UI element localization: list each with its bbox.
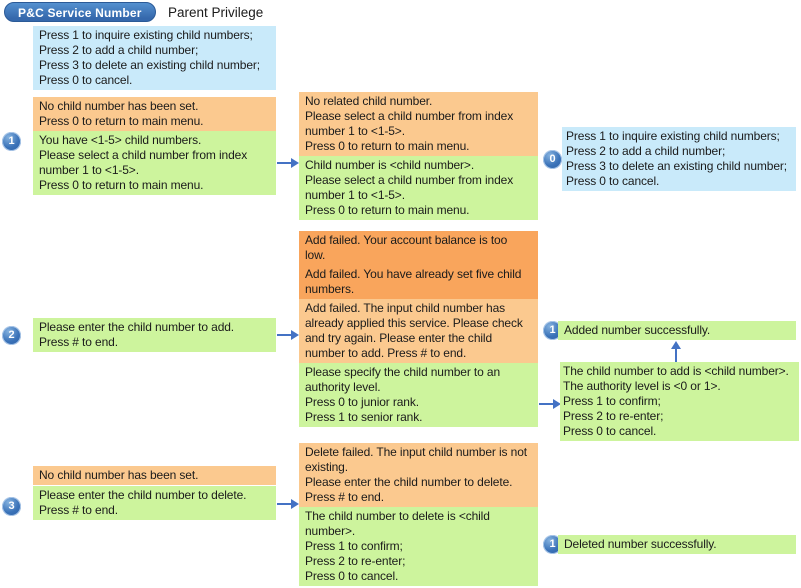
step-badge-delete: 3	[2, 497, 21, 516]
page-title: Parent Privilege	[168, 5, 264, 20]
add-fail-balance-box: Add failed. Your account balance is too …	[299, 231, 538, 265]
arrow-add-middle-to-right	[539, 399, 561, 409]
arrow-add-left-to-middle	[277, 330, 299, 340]
add-confirm-box: The child number to add is <child number…	[560, 362, 799, 441]
service-number-badge: P&C Service Number	[4, 2, 156, 22]
step-badge-inquire: 1	[2, 132, 21, 151]
delete-success-box: Deleted number successfully.	[558, 535, 796, 554]
inquire-have-children-box: You have <1-5> child numbers. Please sel…	[33, 131, 276, 195]
add-specify-authority-box: Please specify the child number to an au…	[299, 363, 538, 427]
add-fail-already-applied-box: Add failed. The input child number has a…	[299, 299, 538, 363]
inquire-no-related-box: No related child number. Please select a…	[299, 92, 538, 156]
add-fail-five-numbers-box: Add failed. You have already set five ch…	[299, 265, 538, 299]
step-badge-add: 2	[2, 326, 21, 345]
delete-fail-not-existing-box: Delete failed. The input child number is…	[299, 443, 538, 507]
inquire-no-child-box: No child number has been set. Press 0 to…	[33, 97, 276, 131]
step-badge-cancel: 0	[543, 150, 562, 169]
step-badge-delete-confirm: 1	[543, 535, 562, 554]
step-badge-add-confirm: 1	[543, 321, 562, 340]
main-menu-prompt-box: Press 1 to inquire existing child number…	[33, 26, 276, 90]
delete-enter-number-box: Please enter the child number to delete.…	[33, 486, 276, 520]
arrow-delete-left-to-middle	[277, 499, 299, 509]
add-enter-number-box: Please enter the child number to add. Pr…	[33, 318, 276, 352]
delete-no-child-box: No child number has been set.	[33, 466, 276, 485]
add-success-box: Added number successfully.	[558, 321, 796, 340]
return-main-menu-box: Press 1 to inquire existing child number…	[562, 127, 796, 191]
arrow-inquire-left-to-middle	[277, 158, 299, 168]
arrow-add-confirm-to-success	[671, 341, 681, 364]
delete-confirm-box: The child number to delete is <child num…	[299, 507, 538, 586]
inquire-child-number-box: Child number is <child number>. Please s…	[299, 156, 538, 220]
